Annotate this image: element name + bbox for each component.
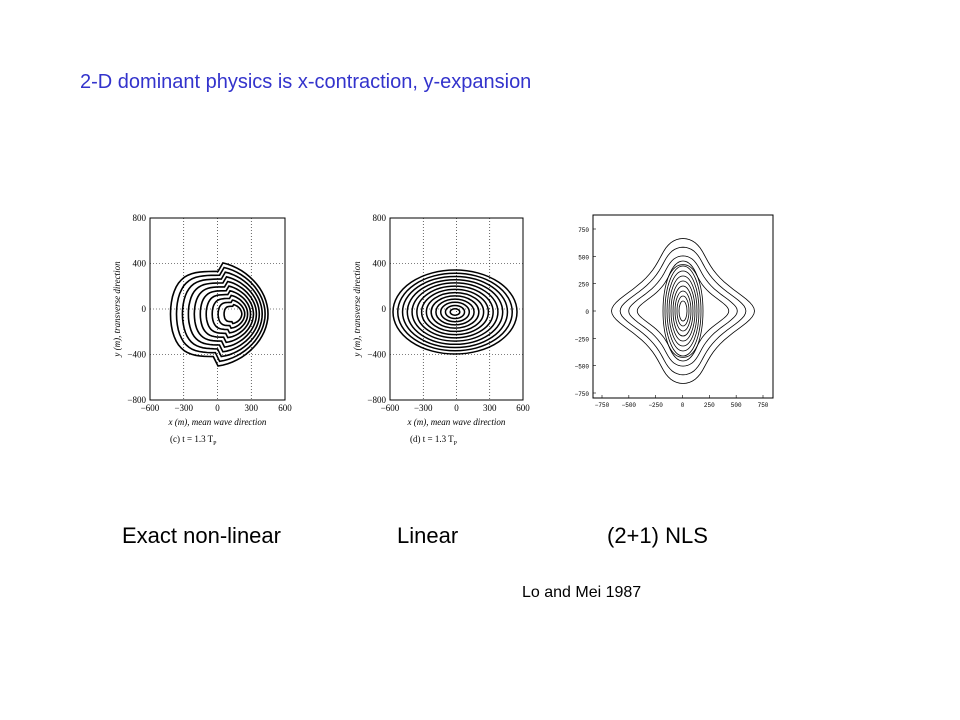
figure: −750 −500 −250 0 250 500 750 750 500 250 0 −250 −500… <box>575 214 774 409</box>
contour <box>211 294 249 334</box>
contour <box>672 285 694 337</box>
x-tick-label: −600 <box>141 403 160 413</box>
contour <box>425 291 485 333</box>
caption-text: (c) t = 1.3 T <box>170 434 214 444</box>
x-tick-label: 600 <box>278 403 292 413</box>
y-tick-label: 800 <box>373 213 387 223</box>
figures: −600 −300 0 300 600 800 400 0 −400 −800 x (m), mea… <box>112 213 774 447</box>
contour <box>678 300 688 322</box>
contour <box>444 304 466 320</box>
plot-label: Linear <box>397 523 458 548</box>
contour <box>664 265 702 357</box>
y-tick-label: −800 <box>127 395 146 405</box>
figure-caption: (d) t = 1.3 TP <box>410 434 458 447</box>
y-tick-label: −500 <box>575 364 590 371</box>
x-tick-label: −300 <box>174 403 193 413</box>
contour <box>666 270 700 352</box>
contour <box>674 290 692 332</box>
contour <box>411 282 499 342</box>
y-tick-label: 750 <box>578 227 589 234</box>
contours <box>392 269 518 355</box>
contour <box>175 266 266 363</box>
y-tick-label: 0 <box>585 309 589 316</box>
x-tick-label: −500 <box>622 402 637 409</box>
contour <box>628 255 738 367</box>
plot-frame <box>592 214 774 399</box>
contour <box>611 238 755 384</box>
contour <box>449 308 461 316</box>
y-tick-label: −750 <box>575 391 590 398</box>
x-tick-label: −300 <box>414 403 433 413</box>
contour <box>217 299 246 330</box>
contour <box>662 260 704 362</box>
contour <box>187 275 261 353</box>
contour <box>406 278 504 346</box>
x-tick-label: −250 <box>648 402 663 409</box>
x-tick-label: −750 <box>595 402 610 409</box>
contour <box>676 295 690 327</box>
x-tick-label: 0 <box>215 403 220 413</box>
y-tick-label: 250 <box>578 282 589 289</box>
x-tick-label: 600 <box>516 403 530 413</box>
y-tick-label: −400 <box>367 350 386 360</box>
citation: Lo and Mei 1987 <box>522 584 641 601</box>
x-tick-label: 0 <box>454 403 459 413</box>
figure: −600 −300 0 300 600 800 400 0 −400 −800 x (m), mea… <box>112 213 292 447</box>
contour <box>401 275 509 349</box>
caption-subscript: P <box>213 441 217 447</box>
contour <box>199 285 255 344</box>
contour <box>670 280 696 342</box>
y-tick-label: −800 <box>367 395 386 405</box>
contour <box>420 288 490 336</box>
x-tick-label: 300 <box>245 403 259 413</box>
contour <box>205 289 252 339</box>
x-tick-label: 0 <box>681 402 685 409</box>
y-tick-label: 400 <box>373 259 387 269</box>
contours <box>169 261 269 367</box>
contour <box>181 271 264 358</box>
plot-label: (2+1) NLS <box>607 523 708 548</box>
contour <box>223 303 243 325</box>
figure-caption: (c) t = 1.3 TP <box>170 434 217 447</box>
contour <box>439 301 471 323</box>
y-tick-label: 500 <box>578 254 589 261</box>
contour <box>169 261 269 367</box>
y-axis-label: y (m), transverse direction <box>112 261 122 358</box>
y-tick-label: 0 <box>382 304 387 314</box>
y-tick-label: 400 <box>133 259 147 269</box>
y-tick-label: 800 <box>133 213 147 223</box>
x-axis-label: x (m), mean wave direction <box>407 417 506 427</box>
plot-label: Exact non-linear <box>122 523 281 548</box>
x-tick-label: 750 <box>758 402 769 409</box>
x-tick-label: 300 <box>483 403 497 413</box>
contour <box>668 275 698 347</box>
x-tick-label: 500 <box>731 402 742 409</box>
contour <box>397 272 513 352</box>
y-tick-label: −400 <box>127 350 146 360</box>
contour <box>416 285 494 339</box>
contour <box>435 298 475 326</box>
caption-text: (d) t = 1.3 T <box>410 434 454 444</box>
contours <box>611 238 755 384</box>
contour <box>193 280 258 348</box>
contour <box>619 246 747 376</box>
y-tick-label: 0 <box>142 304 147 314</box>
y-axis-label: y (m), transverse direction <box>352 261 362 358</box>
figure: −600 −300 0 300 600 800 400 0 −400 −800 x (m), mea… <box>352 213 530 447</box>
x-tick-label: −600 <box>381 403 400 413</box>
x-axis-label: x (m), mean wave direction <box>168 417 267 427</box>
contour <box>430 295 480 329</box>
y-tick-label: −250 <box>575 336 590 343</box>
contour <box>392 269 518 355</box>
x-tick-label: 250 <box>704 402 715 409</box>
caption-subscript: P <box>454 441 458 447</box>
slide-title: 2-D dominant physics is x-contraction, y… <box>80 71 531 93</box>
